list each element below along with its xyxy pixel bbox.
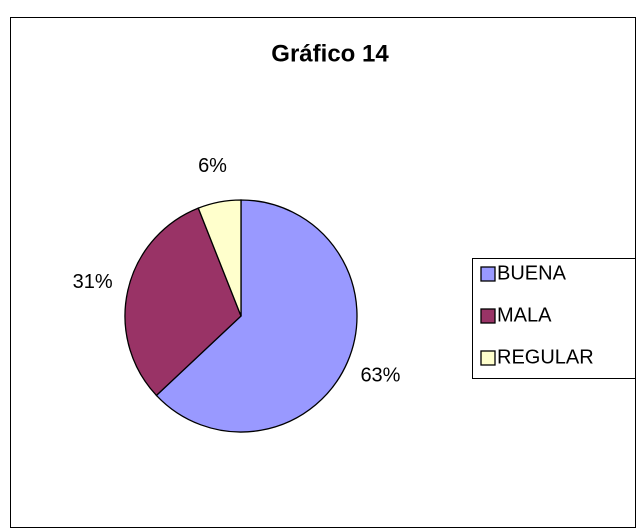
pie-slice [197,199,242,317]
data-label: 63% [360,365,400,387]
pie-slice [124,207,242,397]
data-label: 31% [73,271,113,293]
legend-swatch [480,266,496,282]
chart-title: Gráfico 14 [271,40,389,67]
legend-swatch [480,350,496,366]
legend-swatch [480,308,496,324]
legend-label: REGULAR [497,346,594,368]
pie-slice [155,199,358,433]
data-label: 6% [198,155,227,177]
legend-label: BUENA [497,262,567,284]
legend-box [472,258,636,379]
legend-label: MALA [497,304,552,326]
